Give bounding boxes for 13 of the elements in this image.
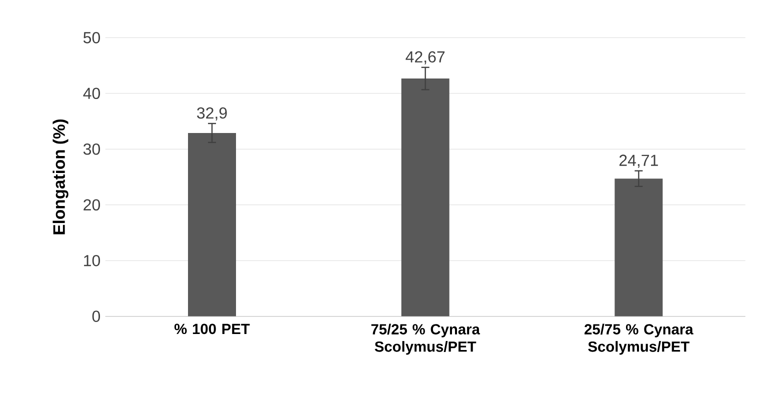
x-tick-label: % 100 PET	[174, 324, 250, 334]
y-tick-label: 40	[83, 88, 100, 100]
y-tick-label: 0	[92, 310, 100, 322]
data-label: 42,67	[406, 51, 445, 64]
x-tick-label: 25/75 % Cynara Scolymus/PET	[584, 324, 694, 355]
data-label: 24,71	[619, 154, 658, 168]
y-tick-label: 20	[84, 199, 100, 211]
x-tick-label: 75/25 % Cynara Scolymus/PET	[371, 324, 480, 355]
y-tick-label: 30	[83, 143, 100, 155]
data-label: 32,9	[197, 107, 227, 121]
y-axis-title: Elongation (%)	[52, 119, 68, 234]
y-tick-label: 50	[83, 32, 100, 44]
y-tick-label: 10	[84, 254, 100, 266]
